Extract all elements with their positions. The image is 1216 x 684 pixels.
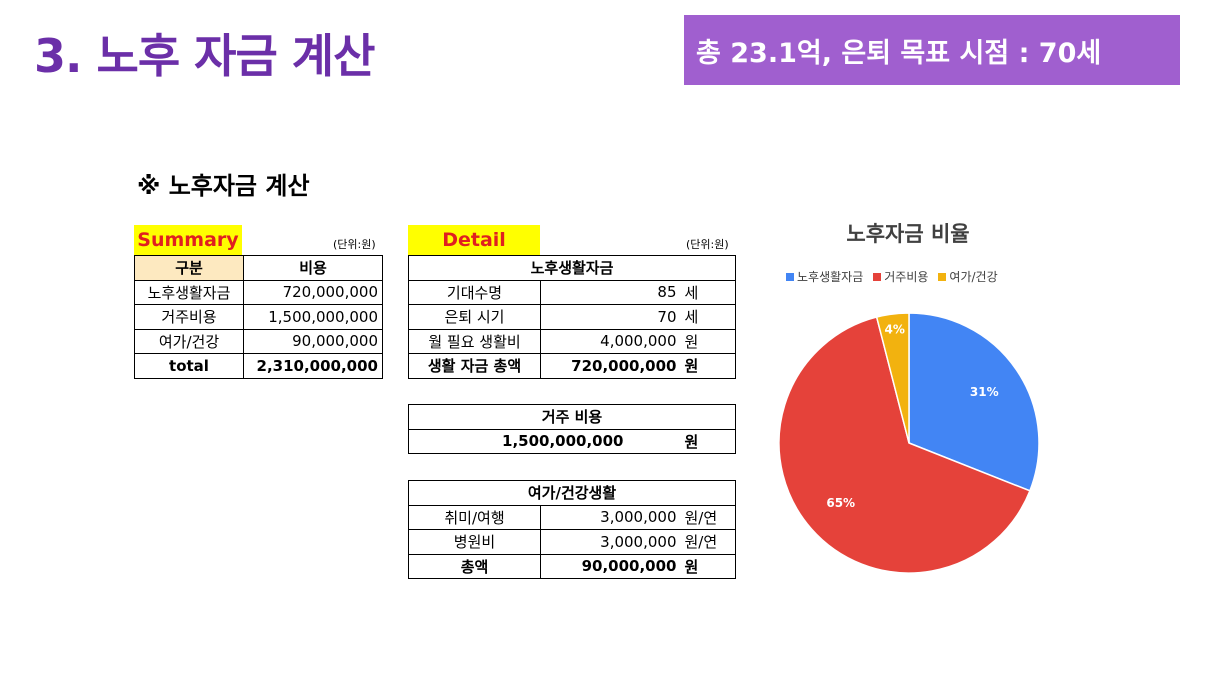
row-value: 3,000,000: [540, 529, 681, 555]
legend-item: 노후생활자금: [786, 268, 863, 285]
chart-title: 노후자금 비율: [846, 222, 970, 246]
table-header-row: 거주 비용: [408, 404, 736, 430]
column-header: 구분: [134, 255, 244, 281]
row-value: 1,500,000,000: [408, 428, 681, 454]
chart-legend: 노후생활자금 거주비용 여가/건강: [786, 268, 998, 285]
row-value: 720,000,000: [540, 353, 681, 379]
leisure-health-table: 여가/건강생활 취미/여행 3,000,000 원/연 병원비 3,000,00…: [407, 480, 737, 579]
pie-slice-1: [908, 312, 1040, 492]
legend-item: 거주비용: [873, 268, 928, 285]
total-row: 총액 90,000,000 원: [408, 553, 737, 579]
legend-label: 노후생활자금: [797, 270, 864, 284]
row-value: 1,500,000,000: [243, 304, 383, 330]
row-label: 기대수명: [408, 279, 541, 305]
table-title: 여가/건강생활: [407, 480, 737, 506]
page-title: 3. 노후 자금 계산: [34, 29, 375, 83]
table-header-row: 여가/건강생활: [407, 480, 737, 506]
table-row: 기대수명 85 세: [408, 279, 737, 305]
row-value: 70: [540, 304, 681, 330]
table-row: 취미/여행 3,000,000 원/연: [408, 504, 737, 530]
total-row: 생활 자금 총액 720,000,000 원: [408, 353, 737, 379]
legend-item: 여가/건강: [938, 268, 998, 285]
row-unit: 원: [680, 428, 736, 454]
legend-swatch: [786, 272, 794, 281]
row-label: 거주비용: [134, 304, 244, 330]
summary-tag: Summary: [134, 225, 242, 255]
row-label: 생활 자금 총액: [408, 353, 541, 379]
total-row: total 2,310,000,000: [134, 353, 383, 379]
summary-table: 구분 비용 노후생활자금 720,000,000 거주비용 1,500,000,…: [134, 255, 383, 379]
pie-data-label-3: 4%: [884, 323, 904, 337]
total-row: 1,500,000,000 원: [408, 428, 736, 454]
row-unit: 원: [680, 353, 737, 379]
row-value: 3,000,000: [540, 504, 681, 530]
legend-swatch: [873, 272, 882, 281]
row-label: 여가/건강: [134, 328, 244, 354]
table-header-row: 구분 비용: [134, 255, 383, 281]
pie-data-label-2: 65%: [826, 496, 855, 510]
pie-data-label-1: 31%: [970, 385, 999, 399]
summary-unit-label: (단위:원): [333, 238, 376, 251]
table-row: 병원비 3,000,000 원/연: [408, 529, 737, 555]
legend-label: 여가/건강: [949, 270, 998, 284]
row-label: 총액: [408, 553, 541, 579]
detail-unit-label: (단위:원): [686, 238, 729, 251]
pie-slice-3: [875, 312, 910, 444]
row-unit: 원: [680, 553, 737, 579]
row-value: 90,000,000: [540, 553, 681, 579]
detail-tag: Detail: [408, 225, 540, 255]
summary-banner: 총 23.1억, 은퇴 목표 시점 : 70세: [684, 15, 1180, 85]
living-fund-table: 노후생활자금 기대수명 85 세 은퇴 시기 70 세 월 필요 생활비 4,0…: [407, 255, 737, 379]
table-row: 거주비용 1,500,000,000: [134, 304, 383, 330]
row-value: 2,310,000,000: [243, 353, 383, 379]
row-value: 720,000,000: [243, 279, 383, 305]
section-title: ※ 노후자금 계산: [137, 172, 310, 200]
housing-cost-table: 거주 비용 1,500,000,000 원: [408, 404, 736, 454]
row-label: total: [134, 353, 244, 379]
table-row: 노후생활자금 720,000,000: [134, 279, 383, 305]
table-title: 노후생활자금: [407, 255, 737, 281]
row-unit: 세: [680, 279, 737, 305]
table-title: 거주 비용: [408, 404, 736, 430]
pie-slice-2: [778, 316, 1031, 574]
row-label: 취미/여행: [408, 504, 541, 530]
column-header: 비용: [243, 255, 383, 281]
row-label: 노후생활자금: [134, 279, 244, 305]
legend-label: 거주비용: [884, 270, 929, 284]
table-header-row: 노후생활자금: [407, 255, 737, 281]
legend-swatch: [938, 272, 947, 281]
row-unit: 원/연: [680, 529, 737, 555]
